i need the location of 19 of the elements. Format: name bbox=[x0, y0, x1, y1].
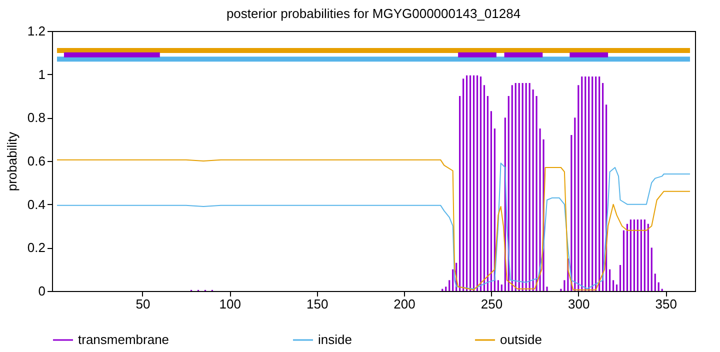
x-tick-label: 300 bbox=[568, 296, 590, 312]
legend-label: outside bbox=[500, 332, 542, 347]
y-tick-label: 0 bbox=[38, 284, 46, 298]
x-tick-label: 200 bbox=[394, 296, 416, 312]
legend-label: inside bbox=[318, 332, 352, 347]
x-tick-label: 50 bbox=[136, 296, 150, 312]
y-tick-label: 0.4 bbox=[27, 196, 46, 212]
x-tick-label: 350 bbox=[655, 296, 677, 312]
y-tick-label: 0.8 bbox=[27, 110, 46, 126]
chart-title: posterior probabilities for MGYG000000143_01284 bbox=[226, 6, 521, 21]
y-tick-label: 1.2 bbox=[27, 24, 46, 38]
y-tick-label: 0.2 bbox=[27, 240, 46, 256]
x-tick-label: 150 bbox=[306, 296, 328, 312]
y-tick-label: 0.6 bbox=[27, 154, 46, 168]
y-axis-title: probability bbox=[4, 131, 20, 192]
y-tick-label: 1 bbox=[38, 66, 46, 82]
legend-label: transmembrane bbox=[78, 332, 170, 347]
x-tick-label: 100 bbox=[219, 296, 241, 312]
x-tick-label: 250 bbox=[480, 296, 503, 312]
